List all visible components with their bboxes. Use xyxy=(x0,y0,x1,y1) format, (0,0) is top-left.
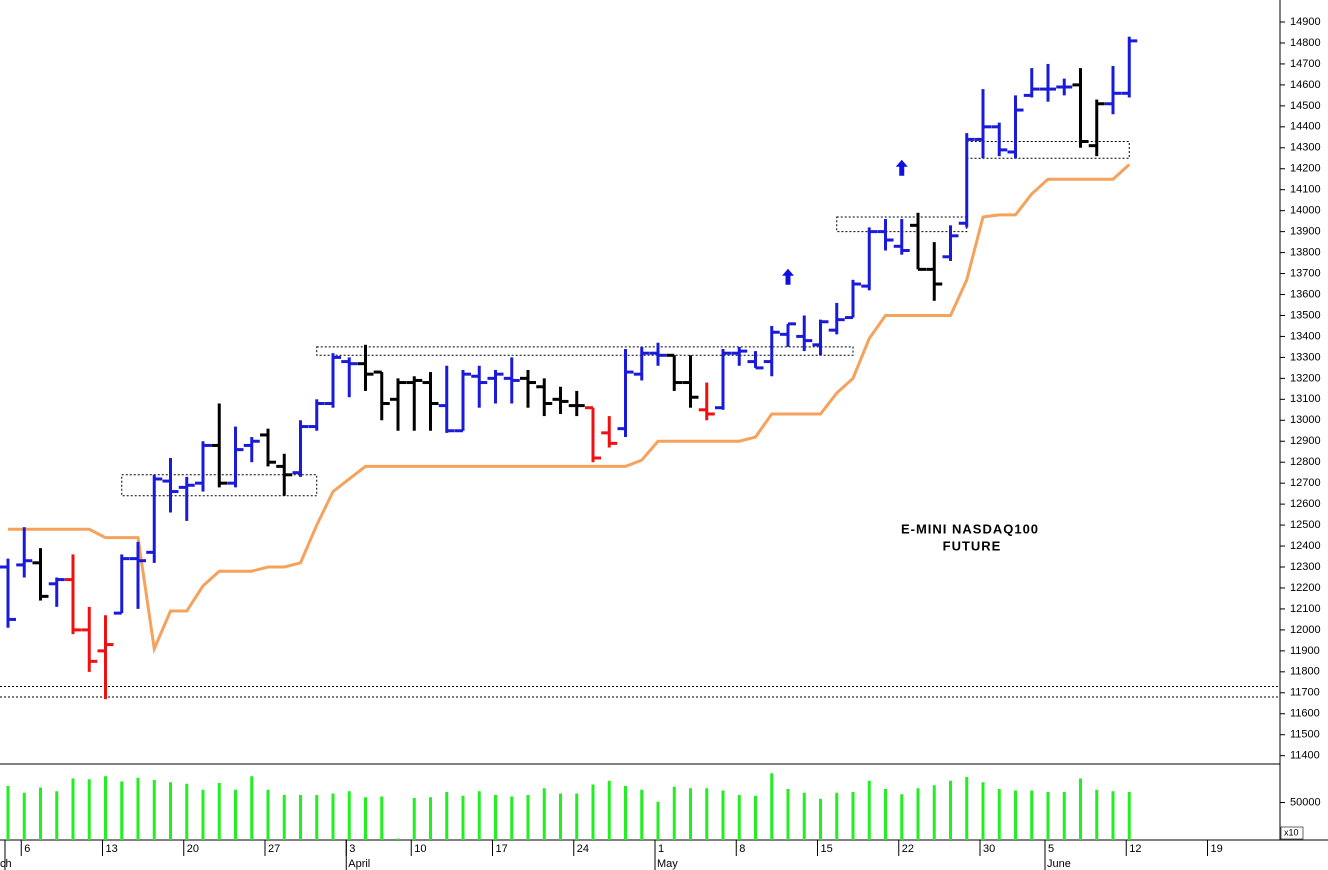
y-tick-label: 14900 xyxy=(1290,16,1321,28)
y-tick-label: 14600 xyxy=(1290,79,1321,91)
y-tick-label: 13300 xyxy=(1290,351,1321,363)
annotation: E-MINI NASDAQ100 xyxy=(901,521,1039,536)
x-tick-label: 3 xyxy=(349,843,355,855)
y-tick-label: 12600 xyxy=(1290,498,1321,510)
x-tick-label: 20 xyxy=(187,843,199,855)
month-label: April xyxy=(348,858,370,870)
volume-multiplier: x10 xyxy=(1284,827,1299,837)
x-tick-label: 6 xyxy=(24,843,30,855)
x-tick-label: 24 xyxy=(577,843,589,855)
annotation: FUTURE xyxy=(943,538,1002,553)
x-tick-label: 10 xyxy=(414,843,426,855)
y-tick-label: 14400 xyxy=(1290,121,1321,133)
y-tick-label: 13400 xyxy=(1290,330,1321,342)
x-tick-label: 8 xyxy=(739,843,745,855)
month-label: ch xyxy=(0,858,12,870)
y-tick-label: 12200 xyxy=(1290,582,1321,594)
y-tick-label: 11600 xyxy=(1290,708,1320,720)
zone xyxy=(966,140,1130,159)
y-tick-label: 14700 xyxy=(1290,58,1321,70)
x-tick-label: 30 xyxy=(983,843,995,855)
x-tick-label: 22 xyxy=(902,843,914,855)
y-tick-label: 13100 xyxy=(1290,393,1321,405)
y-tick-label: 14300 xyxy=(1290,142,1321,154)
signal-arrow xyxy=(782,268,794,285)
y-tick-label: 12700 xyxy=(1290,477,1321,489)
y-tick-label: 14800 xyxy=(1290,37,1321,49)
volume-tick-label: 50000 xyxy=(1290,796,1321,808)
x-tick-label: 13 xyxy=(106,843,118,855)
y-tick-label: 14100 xyxy=(1290,184,1321,196)
x-tick-label: 5 xyxy=(1048,843,1054,855)
y-tick-label: 13600 xyxy=(1290,288,1321,300)
y-tick-label: 12300 xyxy=(1290,561,1321,573)
month-label: May xyxy=(657,858,678,870)
y-tick-label: 12500 xyxy=(1290,519,1321,531)
y-tick-label: 12100 xyxy=(1290,603,1321,615)
y-tick-label: 13000 xyxy=(1290,414,1321,426)
y-tick-label: 13900 xyxy=(1290,226,1321,238)
x-tick-label: 15 xyxy=(821,843,833,855)
y-tick-label: 14000 xyxy=(1290,205,1321,217)
y-tick-label: 14200 xyxy=(1290,163,1321,175)
y-tick-label: 11500 xyxy=(1290,729,1320,741)
x-tick-label: 1 xyxy=(658,843,664,855)
signal-arrow xyxy=(895,159,908,176)
y-tick-label: 12800 xyxy=(1290,456,1321,468)
x-tick-label: 19 xyxy=(1211,843,1223,855)
y-tick-label: 11400 xyxy=(1290,750,1320,762)
y-tick-label: 11900 xyxy=(1290,645,1320,657)
x-tick-label: 17 xyxy=(496,843,508,855)
y-tick-label: 12400 xyxy=(1290,540,1321,552)
y-tick-label: 13700 xyxy=(1290,267,1321,279)
y-tick-label: 13200 xyxy=(1290,372,1321,384)
zone xyxy=(316,346,854,356)
x-tick-label: 12 xyxy=(1129,843,1141,855)
y-tick-label: 13500 xyxy=(1290,309,1321,321)
y-tick-label: 11800 xyxy=(1290,666,1320,678)
y-tick-label: 14500 xyxy=(1290,100,1321,112)
x-tick-label: 27 xyxy=(268,843,280,855)
y-tick-label: 11700 xyxy=(1290,687,1320,699)
y-tick-label: 12000 xyxy=(1290,624,1321,636)
multiplier-box xyxy=(1280,826,1304,840)
y-tick-label: 13800 xyxy=(1290,246,1321,258)
y-tick-label: 12900 xyxy=(1290,435,1321,447)
stop-line xyxy=(8,163,1131,655)
month-label: June xyxy=(1047,858,1071,870)
